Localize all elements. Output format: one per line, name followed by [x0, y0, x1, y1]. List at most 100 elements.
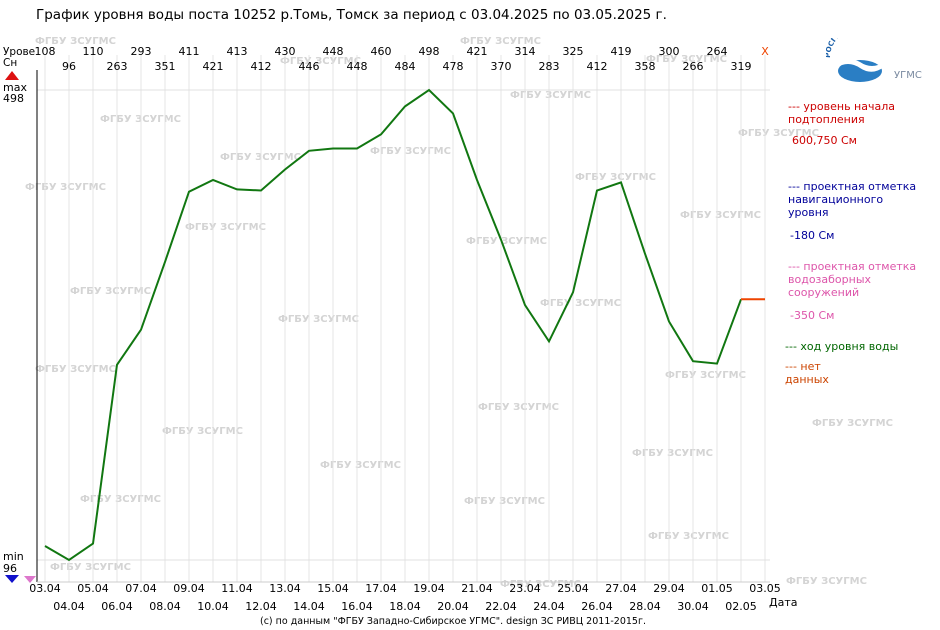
watermark-text: ФГБУ ЗСУГМС	[162, 426, 243, 437]
legend-intake-title: --- проектная отметка водозаборных соору…	[788, 260, 917, 299]
min-arrow-icon	[5, 575, 19, 583]
x-tick-label: 15.04	[317, 582, 349, 595]
watermark-text: ФГБУ ЗСУГМС	[320, 460, 401, 471]
legend-level: --- ход уровня воды	[785, 340, 898, 353]
x-tick-labels: 03.04 04.04 05.04 06.04 07.04 08.04 09.04 10.04…	[29, 582, 781, 613]
footer-credit: (с) по данным "ФГБУ Западно-Сибирское УГ…	[260, 616, 646, 627]
top-value-label: 108	[35, 45, 56, 58]
x-tick-label: 07.04	[125, 582, 157, 595]
watermark-text: ФГБУ ЗСУГМС	[278, 314, 359, 325]
top-value-label: X	[761, 45, 769, 58]
x-tick-label: 09.04	[173, 582, 205, 595]
watermark-text: ФГБУ ЗСУГМС	[648, 531, 729, 542]
top-value-label: 448	[323, 45, 344, 58]
top-value-label: 413	[227, 45, 248, 58]
top-value-label: 446	[299, 60, 320, 73]
watermark-text: ФГБУ ЗСУГМС	[100, 114, 181, 125]
top-value-label: 370	[491, 60, 512, 73]
legend-nodata-title: --- нет данных	[785, 360, 829, 386]
watermark-text: ФГБУ ЗСУГМС	[540, 298, 621, 309]
y-axis-label-1: Урове	[3, 46, 35, 58]
watermark-text: ФГБУ ЗСУГМС	[460, 36, 541, 47]
legend-intake-value: -350 См	[790, 309, 835, 322]
top-value-label: 300	[659, 45, 680, 58]
top-value-label: 351	[155, 60, 176, 73]
legend-level-title: --- ход уровня воды	[785, 340, 899, 353]
legend-flood: --- уровень начала подтопления 600,750 С…	[788, 100, 908, 147]
watermark-text: ФГБУ ЗСУГМС	[478, 402, 559, 413]
watermark-text: ФГБУ ЗСУГМС	[50, 562, 131, 573]
top-value-label: 421	[467, 45, 488, 58]
x-tick-label: 03.04	[29, 582, 61, 595]
y-max-label: max	[3, 81, 27, 94]
legend-flood-value: 600,750 См	[792, 134, 857, 147]
watermark-text: ФГБУ ЗСУГМС	[646, 54, 727, 65]
top-value-label: 264	[707, 45, 728, 58]
x-tick-label: 28.04	[629, 600, 661, 613]
x-tick-label: 27.04	[605, 582, 637, 595]
logo-name: РОСГИДРОМЕТ	[824, 23, 876, 58]
y-max-value: 498	[3, 92, 24, 105]
top-value-label: 263	[107, 60, 128, 73]
watermark-text: ФГБУ ЗСУГМС	[575, 172, 656, 183]
max-arrow-icon	[5, 71, 19, 80]
y-min-label: min	[3, 550, 24, 563]
x-tick-label: 01.05	[701, 582, 733, 595]
top-value-label: 96	[62, 60, 76, 73]
watermark-text: ФГБУ ЗСУГМС	[680, 210, 761, 221]
top-value-label: 266	[683, 60, 704, 73]
top-value-label: 319	[731, 60, 752, 73]
watermark-text: ФГБУ ЗСУГМС	[632, 448, 713, 459]
top-value-label: 448	[347, 60, 368, 73]
x-tick-label: 05.04	[77, 582, 109, 595]
x-axis-label: Дата	[769, 596, 797, 609]
watermark-text: ФГБУ ЗСУГМС	[185, 222, 266, 233]
legend-navigation: --- проектная отметка навигационного уро…	[788, 180, 918, 242]
x-tick-label: 13.04	[269, 582, 301, 595]
top-value-label: 460	[371, 45, 392, 58]
watermark-text: ФГБУ ЗСУГМС	[80, 494, 161, 505]
top-value-label: 293	[131, 45, 152, 58]
x-tick-label: 19.04	[413, 582, 445, 595]
watermark-text: ФГБУ ЗСУГМС	[35, 364, 116, 375]
watermark-text: ФГБУ ЗСУГМС	[464, 496, 545, 507]
top-value-label: 314	[515, 45, 536, 58]
watermark-text: ФГБУ ЗСУГМС	[35, 36, 116, 47]
legend-flood-title: --- уровень начала подтопления	[788, 100, 895, 126]
x-tick-label: 20.04	[437, 600, 469, 613]
watermark-text: ФГБУ ЗСУГМС	[25, 182, 106, 193]
x-tick-label: 16.04	[341, 600, 373, 613]
x-tick-label: 06.04	[101, 600, 133, 613]
x-tick-label: 17.04	[365, 582, 397, 595]
watermark-text: ФГБУ ЗСУГМС	[812, 418, 893, 429]
grid-lines	[37, 55, 770, 582]
x-tick-label: 30.04	[677, 600, 709, 613]
chart-title: График уровня воды поста 10252 р.Томь, Т…	[36, 7, 667, 23]
watermark-text: ФГБУ ЗСУГМС	[510, 90, 591, 101]
watermark-text: ФГБУ ЗСУГМС	[466, 236, 547, 247]
y-axis-label-2: Сн	[3, 57, 17, 69]
watermark-text: ФГБУ ЗСУГМС	[280, 56, 361, 67]
x-tick-label: 11.04	[221, 582, 253, 595]
top-value-label: 498	[419, 45, 440, 58]
top-value-label: 412	[587, 60, 608, 73]
watermark-text: ФГБУ ЗСУГМС	[500, 579, 581, 590]
intake-marker-icon	[24, 576, 36, 583]
watermark-text: ФГБУ ЗСУГМС	[70, 286, 151, 297]
watermark-text: ФГБУ ЗСУГМС	[786, 576, 867, 587]
top-value-label: 478	[443, 60, 464, 73]
x-tick-label: 25.04	[557, 582, 589, 595]
top-value-label: 484	[395, 60, 416, 73]
x-tick-label: 24.04	[533, 600, 565, 613]
x-tick-label: 12.04	[245, 600, 277, 613]
logo-suffix: УГМС	[894, 70, 922, 81]
legend-intake: --- проектная отметка водозаборных соору…	[788, 260, 918, 322]
watermark-text: ФГБУ ЗСУГМС	[738, 128, 819, 139]
top-value-label: 110	[83, 45, 104, 58]
legend-navigation-title: --- проектная отметка навигационного уро…	[788, 180, 917, 219]
watermark-text: ФГБУ ЗСУГМС	[370, 146, 451, 157]
x-tick-label: 26.04	[581, 600, 613, 613]
legend-navigation-value: -180 См	[790, 229, 835, 242]
logo-icon: РОСГИДРОМЕТ УГМС	[824, 23, 922, 82]
rosgidromet-logo: РОСГИДРОМЕТ УГМС	[824, 23, 926, 88]
